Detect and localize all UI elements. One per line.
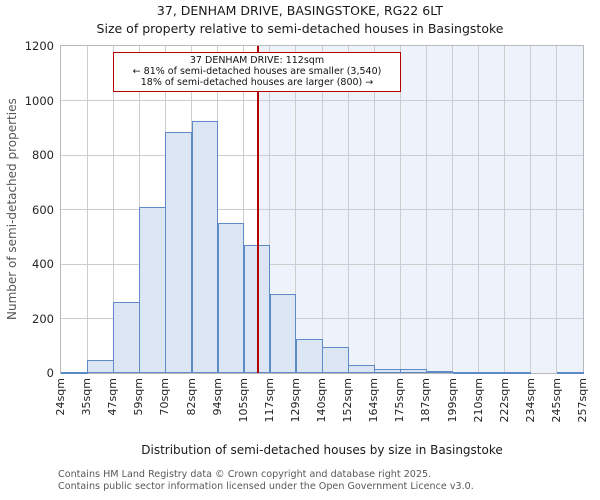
x-tick-label: 199sqm bbox=[445, 378, 459, 423]
x-tick-label: 210sqm bbox=[471, 378, 485, 423]
histogram-bar bbox=[400, 368, 427, 373]
x-tick-label: 152sqm bbox=[341, 378, 355, 423]
x-axis-title: Distribution of semi-detached houses by … bbox=[141, 443, 503, 457]
horizontal-gridline bbox=[61, 209, 583, 210]
x-tick-label: 82sqm bbox=[184, 378, 198, 416]
histogram-bar bbox=[165, 131, 193, 373]
annotation-box: 37 DENHAM DRIVE: 112sqm ← 81% of semi-de… bbox=[113, 52, 401, 92]
histogram-bar bbox=[87, 359, 114, 373]
horizontal-gridline bbox=[61, 263, 583, 265]
x-tick-label: 187sqm bbox=[419, 378, 433, 423]
histogram-bar bbox=[426, 370, 454, 373]
histogram-bar bbox=[556, 372, 584, 375]
histogram-bar bbox=[295, 338, 323, 373]
histogram-bar bbox=[139, 206, 166, 373]
histogram-bar bbox=[348, 364, 375, 373]
histogram-bar bbox=[504, 372, 532, 375]
histogram-bar bbox=[269, 293, 297, 373]
annotation-larger-line: 18% of semi-detached houses are larger (… bbox=[140, 77, 374, 88]
x-tick-label: 70sqm bbox=[158, 378, 172, 416]
x-tick-label: 140sqm bbox=[315, 378, 328, 423]
chart-title: 37, DENHAM DRIVE, BASINGSTOKE, RG22 6LT bbox=[156, 3, 444, 18]
chart-subtitle: Size of property relative to semi-detach… bbox=[96, 21, 504, 36]
histogram-bar bbox=[374, 368, 401, 373]
x-tick-label: 24sqm bbox=[54, 378, 67, 416]
x-tick-label: 105sqm bbox=[236, 378, 250, 423]
y-tick-label: 1000 bbox=[24, 93, 54, 108]
annotation-property-line: 37 DENHAM DRIVE: 112sqm bbox=[189, 55, 325, 66]
y-tick-label: 600 bbox=[32, 202, 54, 217]
histogram-bar bbox=[61, 371, 88, 374]
horizontal-gridline bbox=[61, 318, 583, 319]
x-tick-label: 175sqm bbox=[393, 378, 407, 423]
histogram-bar bbox=[217, 223, 245, 373]
histogram-bar bbox=[478, 372, 506, 375]
x-tick-label: 164sqm bbox=[367, 378, 381, 423]
y-tick-label: 800 bbox=[32, 148, 54, 162]
x-tick-label: 234sqm bbox=[523, 378, 537, 423]
plot-area bbox=[60, 45, 584, 375]
histogram-bar bbox=[322, 347, 349, 373]
x-tick-label: 117sqm bbox=[262, 378, 276, 423]
x-tick-label: 94sqm bbox=[210, 378, 224, 416]
x-tick-label: 35sqm bbox=[80, 378, 94, 416]
footer-line-land-registry: Contains HM Land Registry data © Crown c… bbox=[58, 469, 432, 480]
property-size-marker-line bbox=[257, 46, 259, 373]
histogram-bar bbox=[191, 120, 219, 373]
x-tick-label: 222sqm bbox=[497, 378, 511, 423]
y-tick-label: 1200 bbox=[24, 39, 54, 53]
y-tick-label: 200 bbox=[32, 311, 54, 326]
x-tick-label: 47sqm bbox=[106, 378, 120, 416]
y-tick-label: 0 bbox=[46, 366, 54, 380]
x-tick-label: 59sqm bbox=[132, 378, 146, 416]
histogram-bar bbox=[113, 302, 140, 373]
histogram-bar bbox=[452, 372, 480, 375]
footer-line-ogl: Contains public sector information licen… bbox=[58, 480, 474, 492]
annotation-smaller-line: ← 81% of semi-detached houses are smalle… bbox=[132, 66, 382, 77]
y-tick-label: 400 bbox=[32, 257, 54, 271]
x-tick-label: 257sqm bbox=[576, 378, 589, 423]
footer-attribution: Contains HM Land Registry data © Crown c… bbox=[58, 469, 474, 492]
x-tick-label: 129sqm bbox=[288, 378, 302, 423]
horizontal-gridline bbox=[61, 100, 583, 101]
x-tick-label: 245sqm bbox=[549, 378, 563, 423]
horizontal-gridline bbox=[61, 154, 583, 156]
